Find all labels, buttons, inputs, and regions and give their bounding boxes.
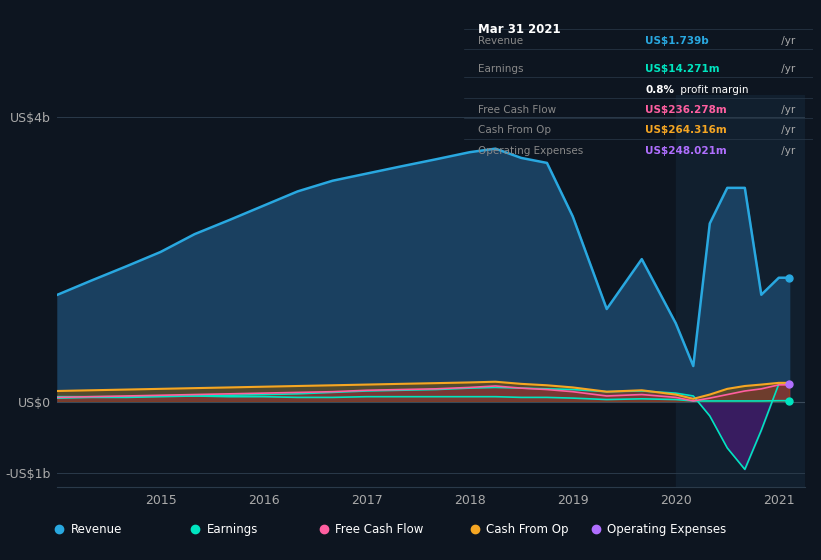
Text: US$248.021m: US$248.021m bbox=[645, 146, 727, 156]
Text: Free Cash Flow: Free Cash Flow bbox=[478, 105, 556, 115]
Text: profit margin: profit margin bbox=[677, 85, 748, 95]
Text: 0.8%: 0.8% bbox=[645, 85, 674, 95]
Text: Cash From Op: Cash From Op bbox=[478, 125, 551, 136]
Text: Earnings: Earnings bbox=[478, 64, 523, 74]
Text: Mar 31 2021: Mar 31 2021 bbox=[478, 22, 561, 35]
Text: US$236.278m: US$236.278m bbox=[645, 105, 727, 115]
Text: /yr: /yr bbox=[778, 64, 796, 74]
Text: Cash From Op: Cash From Op bbox=[486, 522, 568, 536]
Text: Revenue: Revenue bbox=[478, 36, 523, 46]
Text: Free Cash Flow: Free Cash Flow bbox=[335, 522, 424, 536]
Text: US$14.271m: US$14.271m bbox=[645, 64, 720, 74]
Text: US$264.316m: US$264.316m bbox=[645, 125, 727, 136]
Text: /yr: /yr bbox=[778, 125, 796, 136]
Text: /yr: /yr bbox=[778, 105, 796, 115]
Text: Earnings: Earnings bbox=[207, 522, 258, 536]
Text: /yr: /yr bbox=[778, 36, 796, 46]
Text: /yr: /yr bbox=[778, 146, 796, 156]
Text: US$1.739b: US$1.739b bbox=[645, 36, 709, 46]
Text: Operating Expenses: Operating Expenses bbox=[607, 522, 726, 536]
Text: Revenue: Revenue bbox=[71, 522, 122, 536]
Bar bbox=[676, 95, 820, 487]
Text: Operating Expenses: Operating Expenses bbox=[478, 146, 583, 156]
